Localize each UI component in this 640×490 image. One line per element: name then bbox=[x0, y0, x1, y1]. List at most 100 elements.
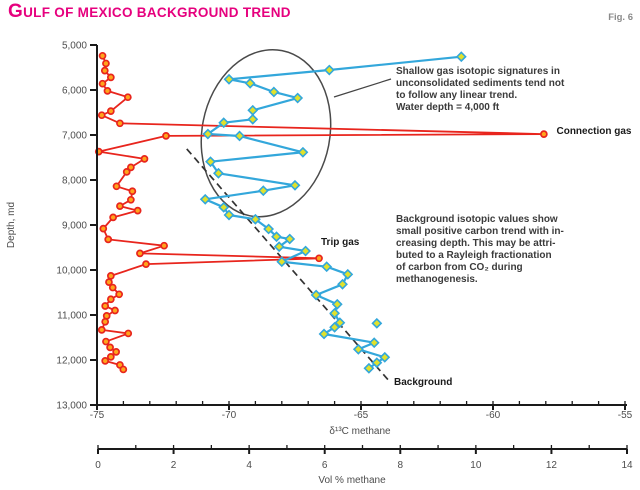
data-point-circle bbox=[111, 306, 119, 315]
data-point-diamond bbox=[205, 156, 216, 168]
data-point-diamond bbox=[352, 343, 364, 355]
d13c-tick-label: -55 bbox=[618, 410, 633, 421]
data-point-diamond bbox=[213, 167, 224, 179]
data-point-diamond bbox=[202, 128, 214, 140]
data-point-diamond bbox=[271, 231, 282, 243]
data-point-diamond bbox=[329, 307, 341, 319]
data-point-circle bbox=[127, 163, 135, 172]
data-point-circle bbox=[116, 119, 124, 128]
y-tick-label: 11,000 bbox=[57, 311, 87, 322]
data-point-circle bbox=[103, 87, 112, 95]
data-point-circle bbox=[101, 357, 110, 365]
data-point-diamond bbox=[223, 73, 235, 85]
y-tick-label: 8,000 bbox=[62, 176, 87, 187]
data-point-diamond bbox=[284, 233, 296, 245]
data-point-circle bbox=[140, 155, 149, 163]
data-point-diamond bbox=[318, 328, 330, 340]
d13c-tick-label: -70 bbox=[222, 410, 237, 421]
data-point-circle bbox=[101, 317, 110, 326]
data-point-circle bbox=[102, 59, 110, 68]
data-point-diamond bbox=[371, 357, 383, 369]
data-point-diamond bbox=[455, 51, 467, 63]
data-point-circle bbox=[98, 79, 107, 88]
data-point-circle bbox=[115, 290, 124, 299]
data-point-circle bbox=[112, 348, 120, 356]
data-point-diamond bbox=[329, 321, 341, 333]
data-point-circle bbox=[104, 235, 113, 244]
data-point-diamond bbox=[223, 209, 235, 221]
vol-tick-label: 0 bbox=[95, 460, 101, 471]
data-point-diamond bbox=[323, 64, 335, 76]
data-point-diamond bbox=[342, 268, 354, 280]
vol-tick-label: 2 bbox=[171, 460, 177, 471]
data-point-circle bbox=[106, 107, 115, 116]
data-point-diamond bbox=[379, 351, 391, 363]
data-point-diamond bbox=[268, 86, 280, 98]
annotation-background-trend: Background isotopic values show small po… bbox=[396, 214, 564, 285]
data-point-diamond bbox=[234, 130, 245, 142]
data-point-circle bbox=[106, 272, 115, 280]
data-point-circle bbox=[122, 168, 131, 176]
d13c-tick-label: -60 bbox=[486, 410, 501, 421]
data-point-circle bbox=[106, 295, 115, 304]
d13c-tick-label: -75 bbox=[90, 410, 105, 421]
annotation-shallow-gas: Shallow gas isotopic signatures in uncon… bbox=[396, 66, 565, 113]
data-point-diamond bbox=[263, 223, 275, 235]
data-point-diamond bbox=[371, 317, 383, 329]
data-point-diamond bbox=[247, 113, 259, 125]
data-point-diamond bbox=[257, 185, 269, 197]
background-trend-dashed-line bbox=[186, 148, 391, 383]
data-point-diamond bbox=[244, 77, 256, 89]
vol-tick-label: 12 bbox=[546, 460, 558, 471]
data-point-circle bbox=[109, 213, 117, 222]
callout-line-shallow-note bbox=[333, 78, 392, 98]
y-tick-label: 5,000 bbox=[62, 41, 87, 52]
data-point-diamond bbox=[247, 104, 259, 116]
vol-tick-label: 8 bbox=[398, 460, 404, 471]
data-point-circle bbox=[112, 182, 121, 191]
data-point-diamond bbox=[310, 289, 322, 301]
data-point-diamond bbox=[300, 245, 311, 257]
data-point-diamond bbox=[249, 213, 261, 225]
data-point-circle bbox=[116, 202, 124, 210]
d13c-axis-label: δ¹³C methane bbox=[329, 426, 391, 437]
data-point-circle bbox=[106, 353, 115, 361]
ellipse-annotation bbox=[200, 48, 392, 218]
label-trip-gas: Trip gas bbox=[321, 237, 360, 248]
label-connection-gas: Connection gas bbox=[556, 126, 632, 137]
chart-title: GULF OF MEXICO BACKGROUND TREND bbox=[8, 1, 291, 22]
data-point-circle bbox=[540, 130, 548, 138]
figure-number: Fig. 6 bbox=[608, 12, 633, 23]
d13c-tick-label: -65 bbox=[354, 410, 369, 421]
y-tick-label: 9,000 bbox=[62, 221, 87, 232]
data-point-circle bbox=[99, 224, 108, 233]
data-point-diamond bbox=[199, 193, 211, 205]
data-point-circle bbox=[119, 365, 128, 374]
data-point-diamond bbox=[273, 241, 285, 253]
data-point-circle bbox=[102, 337, 110, 346]
data-point-circle bbox=[100, 66, 109, 75]
data-point-circle bbox=[97, 326, 106, 334]
data-point-circle bbox=[97, 111, 106, 120]
label-background-line: Background bbox=[394, 377, 453, 388]
data-point-diamond bbox=[337, 278, 348, 290]
vol-tick-label: 4 bbox=[246, 460, 252, 471]
vol-tick-label: 10 bbox=[470, 460, 482, 471]
data-point-diamond bbox=[289, 179, 301, 191]
series-vol-methane bbox=[94, 51, 548, 374]
data-point-circle bbox=[105, 278, 113, 286]
data-point-diamond bbox=[297, 146, 309, 158]
vol-tick-label: 6 bbox=[322, 460, 328, 471]
data-point-circle bbox=[106, 343, 114, 352]
vol-axis-label: Vol % methane bbox=[318, 475, 386, 486]
data-point-circle bbox=[124, 93, 132, 102]
data-point-circle bbox=[160, 241, 168, 250]
data-point-circle bbox=[133, 206, 142, 215]
data-point-diamond bbox=[218, 117, 230, 129]
data-point-diamond bbox=[363, 362, 375, 374]
y-tick-label: 10,000 bbox=[56, 266, 87, 277]
data-point-circle bbox=[142, 260, 150, 268]
y-tick-label: 7,000 bbox=[62, 131, 87, 142]
